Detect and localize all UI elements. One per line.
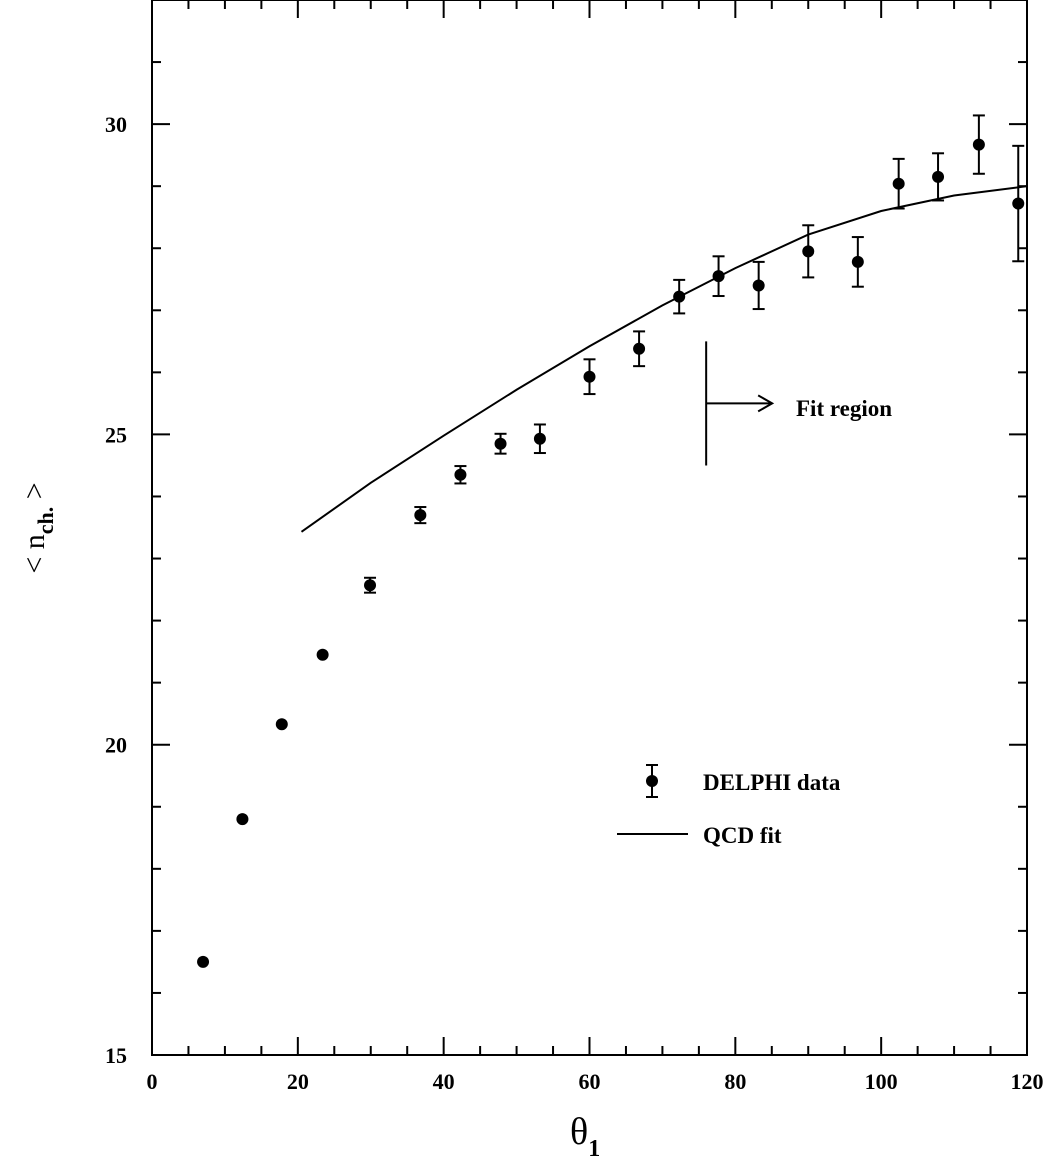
data-point bbox=[494, 437, 507, 450]
data-point bbox=[932, 170, 945, 183]
qcd-fit-line bbox=[300, 185, 1028, 533]
qcd-fit-curve bbox=[300, 185, 1028, 533]
x-tick-label: 0 bbox=[147, 1069, 158, 1094]
data-point bbox=[1012, 197, 1025, 210]
data-point bbox=[752, 279, 765, 292]
data-point bbox=[316, 648, 329, 661]
x-tick-label: 120 bbox=[1011, 1069, 1044, 1094]
legend-label-data: DELPHI data bbox=[703, 770, 841, 795]
data-point bbox=[414, 509, 427, 522]
x-tick-label: 20 bbox=[287, 1069, 309, 1094]
data-point bbox=[851, 255, 864, 268]
data-point bbox=[454, 468, 467, 481]
y-tick-label: 30 bbox=[105, 112, 127, 137]
y-tick-label: 20 bbox=[105, 733, 127, 758]
legend-marker-symbol bbox=[646, 775, 658, 787]
data-point bbox=[802, 245, 815, 258]
fit-region-label: Fit region bbox=[796, 396, 892, 421]
data-point bbox=[972, 138, 985, 151]
tick-labels: 0 20 40 60 80 100 120 15 20 25 30 bbox=[105, 112, 1044, 1094]
data-point bbox=[633, 342, 646, 355]
x-tick-label: 60 bbox=[579, 1069, 601, 1094]
data-point bbox=[673, 290, 686, 303]
data-point bbox=[583, 370, 596, 383]
x-tick-label: 40 bbox=[433, 1069, 455, 1094]
x-axis-title: θ1 bbox=[570, 1111, 600, 1160]
x-tick-label: 100 bbox=[865, 1069, 898, 1094]
data-point bbox=[275, 718, 288, 731]
legend-label-fit: QCD fit bbox=[703, 823, 782, 848]
fit-region-annotation: Fit region bbox=[705, 341, 892, 466]
axis-ticks bbox=[151, 0, 1028, 1056]
data-point bbox=[197, 955, 210, 968]
y-axis-title: < nch. > bbox=[18, 482, 58, 573]
data-point bbox=[712, 270, 725, 283]
data-point bbox=[892, 177, 905, 190]
data-point bbox=[533, 432, 546, 445]
data-point bbox=[236, 813, 249, 826]
data-point bbox=[364, 579, 377, 592]
legend: DELPHI data QCD fit bbox=[617, 764, 841, 848]
y-tick-label: 15 bbox=[105, 1043, 127, 1068]
fit-region-arrowhead bbox=[757, 394, 775, 413]
x-tick-label: 80 bbox=[724, 1069, 746, 1094]
y-tick-label: 25 bbox=[105, 422, 127, 447]
data-points bbox=[197, 114, 1025, 968]
